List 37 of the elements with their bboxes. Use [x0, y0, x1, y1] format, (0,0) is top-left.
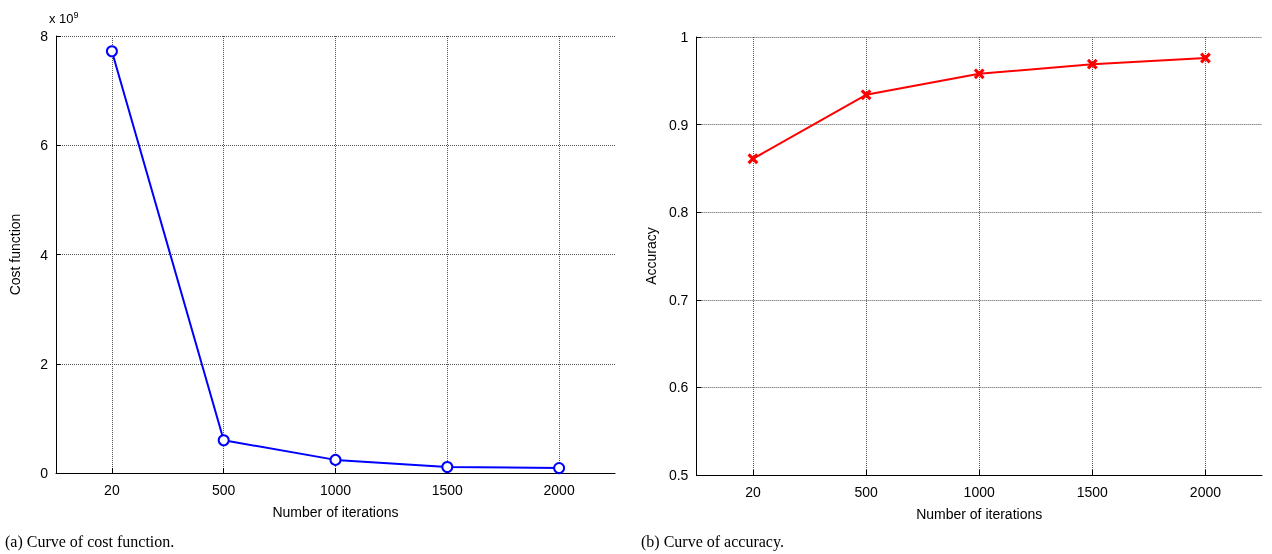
- y-axis-title: Accuracy: [643, 227, 659, 285]
- x-axis-title: Number of iterations: [272, 504, 399, 520]
- point: [217, 434, 230, 447]
- x-tick-label: 20: [104, 482, 120, 498]
- y-tick-label: 0.6: [668, 379, 689, 396]
- y-tick-label: 1: [680, 29, 689, 45]
- x-tick-label: 500: [212, 482, 236, 498]
- point: [553, 462, 566, 475]
- point: [329, 453, 342, 466]
- x-axis-title: Number of iterations: [916, 506, 1043, 522]
- point: [747, 153, 758, 164]
- point: [1200, 53, 1211, 64]
- x-tick-label: 20: [745, 484, 761, 500]
- y-tick-label: 0.5: [668, 467, 689, 483]
- point: [861, 89, 872, 100]
- x-tick-label: 1000: [963, 484, 995, 500]
- y-tick-label: 2: [40, 355, 49, 372]
- x-tick-label: 2000: [543, 482, 575, 498]
- x-tick-label: 1500: [1076, 484, 1109, 500]
- y-tick-label: 4: [40, 246, 49, 263]
- x-tick-label: 500: [854, 484, 878, 500]
- x-tick-label: 2000: [1189, 484, 1222, 500]
- y-tick-label: 0.7: [668, 291, 689, 308]
- y-tick-label: 0.8: [668, 204, 689, 221]
- y-tick-label: 0: [40, 465, 49, 481]
- y-tick-label: 8: [40, 28, 49, 44]
- x-tick-label: 1500: [431, 482, 464, 498]
- y-tick-label: 0.9: [668, 116, 689, 133]
- y-tick-label: 6: [40, 137, 49, 154]
- point: [441, 460, 454, 473]
- y-axis-title: Cost function: [7, 213, 23, 296]
- text: (a) Curve of cost function.: [5, 532, 175, 551]
- text: (b) Curve of accuracy.: [641, 532, 784, 551]
- x-tick-label: 1000: [319, 482, 352, 498]
- point: [105, 45, 118, 58]
- point: [974, 68, 985, 79]
- point: [1087, 59, 1098, 70]
